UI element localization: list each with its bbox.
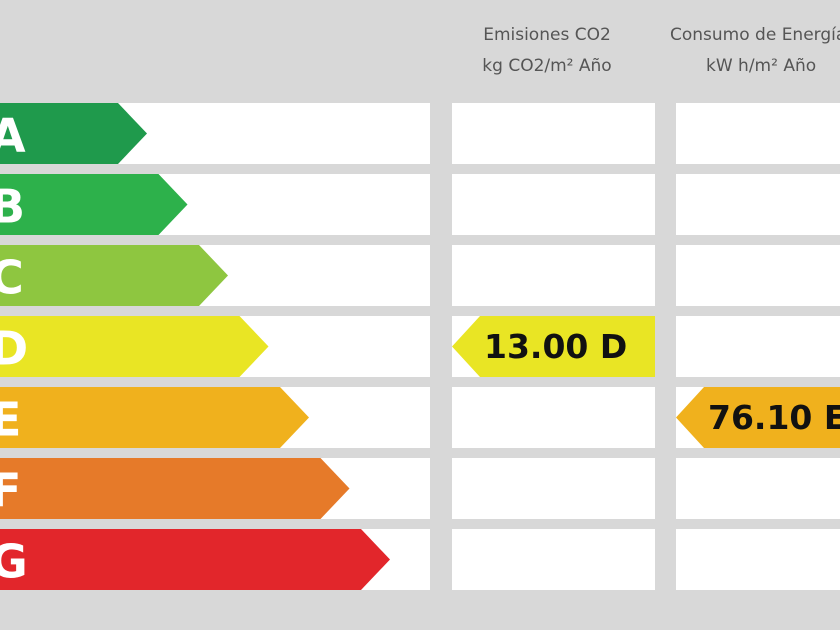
rating-letter: G (0, 535, 28, 589)
consumption-cell (676, 245, 840, 306)
rating-letter: F (0, 464, 21, 518)
consumption-value: 76.10 E (708, 398, 840, 437)
emissions-cell (452, 245, 655, 306)
consumption-title: Consumo de Energía (670, 25, 840, 45)
rating-letter: E (0, 393, 21, 447)
emissions-cell (452, 103, 655, 164)
consumption-cell (676, 458, 840, 519)
consumption-unit: kW h/m² Año (706, 56, 816, 76)
emissions-cell (452, 529, 655, 590)
consumption-cell (676, 174, 840, 235)
rating-letter: A (0, 109, 26, 163)
rating-arrow (0, 387, 309, 448)
emissions-cell (452, 458, 655, 519)
consumption-indicator (676, 387, 840, 448)
rating-arrow (0, 458, 350, 519)
emissions-title: Emisiones CO2 (483, 25, 611, 45)
rating-arrow (0, 174, 188, 235)
emissions-value: 13.00 D (484, 327, 627, 366)
rating-arrow (0, 245, 228, 306)
emissions-indicator (452, 316, 655, 377)
consumption-cell (676, 316, 840, 377)
rating-arrow (0, 529, 390, 590)
consumption-cell (676, 529, 840, 590)
rating-letter: B (0, 180, 25, 234)
emissions-unit: kg CO2/m² Año (482, 56, 611, 76)
rating-letter: C (0, 251, 24, 305)
consumption-cell (676, 103, 840, 164)
emissions-cell (452, 174, 655, 235)
emissions-cell (452, 387, 655, 448)
rating-letter: D (0, 322, 28, 376)
rating-arrow (0, 316, 269, 377)
rating-arrow (0, 103, 147, 164)
